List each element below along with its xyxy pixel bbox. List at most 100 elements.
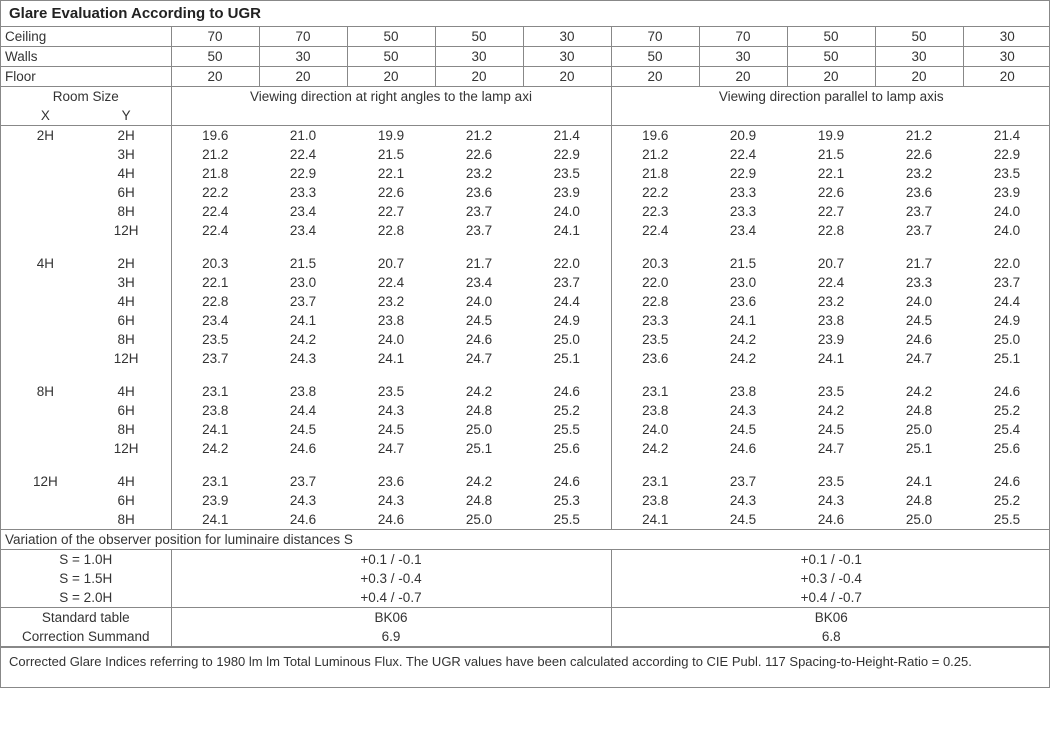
ugr-value: 24.8 bbox=[435, 491, 523, 510]
ugr-value: 19.6 bbox=[171, 126, 259, 146]
ugr-value: 24.2 bbox=[611, 439, 699, 458]
room-size-cell: 8H4H bbox=[1, 382, 171, 401]
ugr-value: 23.1 bbox=[171, 382, 259, 401]
room-size-cell: 3H bbox=[1, 273, 171, 292]
walls-val: 30 bbox=[963, 47, 1050, 67]
room-size-cell: 4H bbox=[1, 292, 171, 311]
ugr-value: 24.1 bbox=[699, 311, 787, 330]
ugr-value: 22.6 bbox=[787, 183, 875, 202]
room-size-cell: 8H bbox=[1, 330, 171, 349]
ugr-value: 23.3 bbox=[259, 183, 347, 202]
ugr-value: 24.5 bbox=[259, 420, 347, 439]
ugr-value: 22.4 bbox=[259, 145, 347, 164]
ugr-value: 22.0 bbox=[611, 273, 699, 292]
ugr-value: 22.1 bbox=[171, 273, 259, 292]
ugr-value: 25.0 bbox=[875, 510, 963, 530]
variation-s: S = 1.5H bbox=[1, 569, 171, 588]
ugr-value: 22.0 bbox=[963, 254, 1050, 273]
floor-label: Floor bbox=[1, 67, 171, 87]
ugr-value: 22.0 bbox=[523, 254, 611, 273]
ugr-value: 23.7 bbox=[259, 472, 347, 491]
ugr-value: 21.5 bbox=[699, 254, 787, 273]
ugr-value: 23.7 bbox=[875, 202, 963, 221]
ceiling-row: Ceiling70705050307070505030 bbox=[1, 27, 1050, 47]
ugr-value: 24.7 bbox=[787, 439, 875, 458]
ugr-value: 23.7 bbox=[435, 221, 523, 240]
data-row: 8H24.124.524.525.025.524.024.524.525.025… bbox=[1, 420, 1050, 439]
variation-parallel: +0.1 / -0.1 bbox=[611, 550, 1050, 570]
ugr-value: 20.7 bbox=[787, 254, 875, 273]
walls-val: 50 bbox=[611, 47, 699, 67]
ugr-value: 23.8 bbox=[611, 491, 699, 510]
ugr-value: 23.2 bbox=[435, 164, 523, 183]
data-row: 12H4H23.123.723.624.224.623.123.723.524.… bbox=[1, 472, 1050, 491]
ugr-value: 23.8 bbox=[259, 382, 347, 401]
ugr-value: 22.1 bbox=[347, 164, 435, 183]
floor-val: 20 bbox=[259, 67, 347, 87]
variation-parallel: +0.4 / -0.7 bbox=[611, 588, 1050, 608]
ugr-value: 23.7 bbox=[963, 273, 1050, 292]
ugr-value: 24.9 bbox=[963, 311, 1050, 330]
ceiling-val: 70 bbox=[611, 27, 699, 47]
room-size-cell: 2H2H bbox=[1, 126, 171, 146]
ugr-value: 20.9 bbox=[699, 126, 787, 146]
ugr-value: 23.9 bbox=[171, 491, 259, 510]
ugr-value: 23.4 bbox=[259, 202, 347, 221]
ugr-value: 25.5 bbox=[523, 510, 611, 530]
ugr-value: 23.7 bbox=[523, 273, 611, 292]
ugr-value: 24.3 bbox=[699, 401, 787, 420]
room-size-cell: 4H bbox=[1, 164, 171, 183]
floor-val: 20 bbox=[611, 67, 699, 87]
variation-header: Variation of the observer position for l… bbox=[1, 530, 1050, 550]
variation-right-angles: +0.1 / -0.1 bbox=[171, 550, 611, 570]
ugr-value: 22.4 bbox=[611, 221, 699, 240]
walls-val: 30 bbox=[523, 47, 611, 67]
ugr-table: Ceiling70705050307070505030Walls50305030… bbox=[1, 27, 1050, 647]
ugr-value: 23.5 bbox=[611, 330, 699, 349]
ugr-value: 20.7 bbox=[347, 254, 435, 273]
ugr-value: 24.6 bbox=[787, 510, 875, 530]
ugr-value: 22.9 bbox=[699, 164, 787, 183]
data-row: 6H23.924.324.324.825.323.824.324.324.825… bbox=[1, 491, 1050, 510]
ugr-value: 23.8 bbox=[787, 311, 875, 330]
data-row: 6H22.223.322.623.623.922.223.322.623.623… bbox=[1, 183, 1050, 202]
data-row: 6H23.424.123.824.524.923.324.123.824.524… bbox=[1, 311, 1050, 330]
ugr-value: 25.2 bbox=[963, 491, 1050, 510]
room-size-cell: 12H4H bbox=[1, 472, 171, 491]
room-size-cell: 6H bbox=[1, 401, 171, 420]
ugr-value: 25.1 bbox=[435, 439, 523, 458]
ugr-value: 25.6 bbox=[523, 439, 611, 458]
variation-row: S = 2.0H+0.4 / -0.7+0.4 / -0.7 bbox=[1, 588, 1050, 608]
ugr-value: 23.0 bbox=[699, 273, 787, 292]
ugr-value: 24.0 bbox=[611, 420, 699, 439]
ugr-value: 25.0 bbox=[875, 420, 963, 439]
ugr-value: 19.6 bbox=[611, 126, 699, 146]
ugr-value: 24.6 bbox=[435, 330, 523, 349]
ugr-value: 23.5 bbox=[787, 472, 875, 491]
ugr-value: 22.6 bbox=[875, 145, 963, 164]
ugr-value: 21.0 bbox=[259, 126, 347, 146]
ugr-value: 23.7 bbox=[875, 221, 963, 240]
ugr-value: 25.6 bbox=[963, 439, 1050, 458]
ugr-value: 24.3 bbox=[699, 491, 787, 510]
floor-val: 20 bbox=[347, 67, 435, 87]
ugr-value: 24.5 bbox=[699, 420, 787, 439]
ugr-value: 24.0 bbox=[963, 202, 1050, 221]
ugr-value: 24.3 bbox=[259, 349, 347, 368]
ugr-value: 23.2 bbox=[347, 292, 435, 311]
ugr-value: 24.1 bbox=[611, 510, 699, 530]
ugr-value: 23.1 bbox=[611, 472, 699, 491]
ugr-value: 23.8 bbox=[347, 311, 435, 330]
ugr-value: 23.1 bbox=[171, 472, 259, 491]
ugr-value: 21.2 bbox=[611, 145, 699, 164]
room-size-cell: 3H bbox=[1, 145, 171, 164]
data-row: 12H23.724.324.124.725.123.624.224.124.72… bbox=[1, 349, 1050, 368]
ugr-value: 24.1 bbox=[171, 510, 259, 530]
ugr-value: 24.1 bbox=[259, 311, 347, 330]
ugr-value: 23.8 bbox=[171, 401, 259, 420]
room-size-cell: 8H bbox=[1, 420, 171, 439]
sep-cell bbox=[1, 458, 171, 472]
ceiling-val: 50 bbox=[435, 27, 523, 47]
walls-val: 30 bbox=[875, 47, 963, 67]
ugr-value: 25.2 bbox=[523, 401, 611, 420]
